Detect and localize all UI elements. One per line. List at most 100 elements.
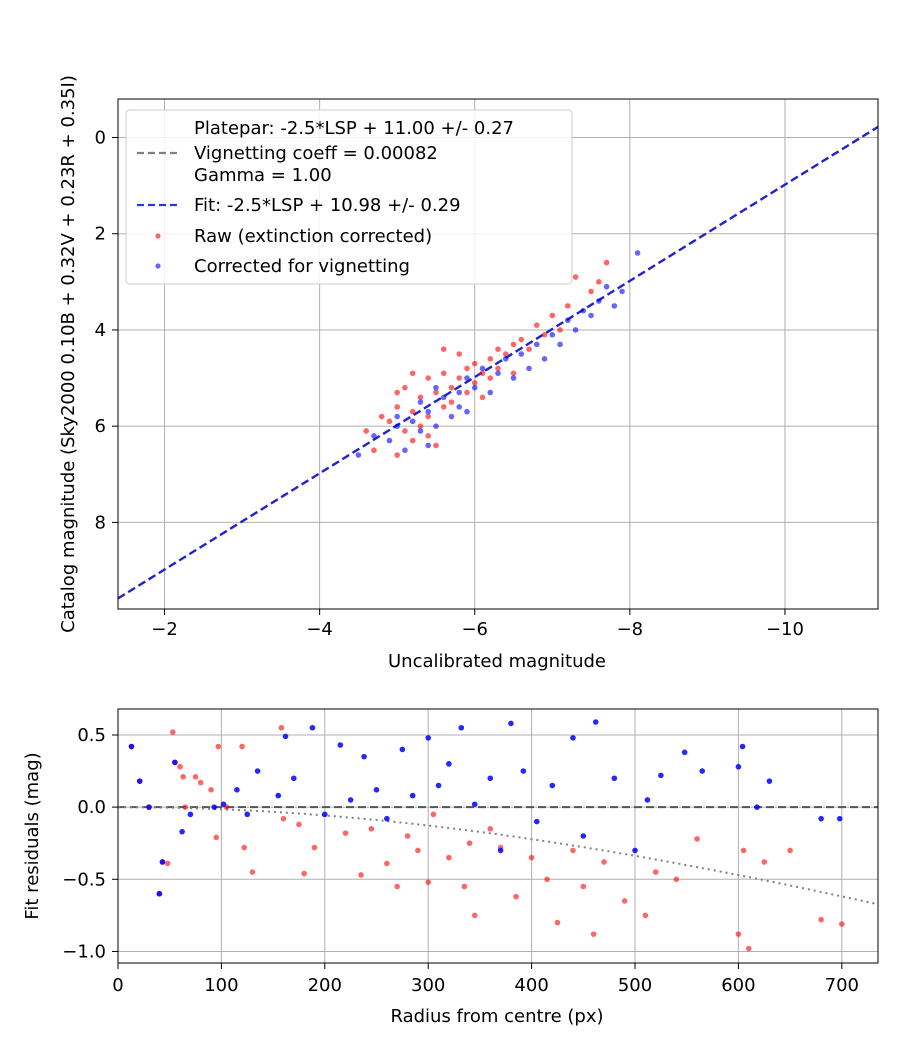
bottom-corrected-point [644, 797, 651, 803]
top-corrected-point [479, 365, 486, 372]
bottom-raw-point [249, 869, 256, 875]
bottom-corrected-point [471, 801, 478, 808]
legend-raw-swatch [155, 233, 161, 239]
bottom-raw-point [601, 859, 607, 865]
bottom-x-tick-label: 600 [721, 975, 755, 996]
bottom-raw-point [745, 945, 752, 952]
top-raw-point [394, 404, 400, 410]
top-corrected-point [371, 432, 377, 439]
top-y-tick-label: 8 [95, 512, 106, 533]
bottom-raw-point [197, 779, 204, 786]
bottom-corrected-point [520, 768, 527, 774]
top-corrected-point [433, 423, 439, 429]
legend-platepar-line2: Vignetting coeff = 0.00082 [194, 143, 438, 164]
bottom-reference-lines [118, 806, 879, 906]
top-corrected-point [495, 370, 501, 377]
top-corrected-point [464, 408, 470, 415]
bottom-corrected-point [244, 811, 251, 818]
bottom-raw-point [215, 743, 222, 750]
legend-platepar-line1: Platepar: -2.5*LSP + 11.00 +/- 0.27 [194, 118, 514, 139]
top-fit-line-group [117, 125, 879, 600]
bottom-raw-point [280, 815, 287, 822]
bottom-corrected-point [836, 815, 843, 822]
bottom-corrected-point [549, 782, 556, 789]
top-corrected-point [619, 288, 625, 295]
top-raw-point [433, 442, 439, 449]
top-corrected-point [487, 389, 494, 396]
bottom-corrected-point [234, 787, 240, 793]
bottom-corrected-point [611, 775, 618, 782]
bottom-x-tick-label: 500 [618, 975, 652, 996]
bottom-corrected-point [458, 724, 465, 731]
bottom-x-tick-label: 400 [514, 975, 548, 996]
top-corrected-point [611, 303, 618, 309]
top-corrected-point [596, 298, 602, 304]
top-raw-point [425, 432, 432, 439]
bottom-raw-point [358, 872, 364, 878]
top-y-tick-label: 6 [95, 416, 106, 437]
legend-corrected-label: Corrected for vignetting [194, 256, 410, 277]
top-raw-point [409, 408, 416, 415]
top-raw-point [456, 351, 463, 357]
top-x-tick-label: −10 [766, 619, 804, 640]
top-x-ticks: −2 −4 −6 −8 −10 [151, 609, 804, 640]
bottom-raw-point [296, 821, 302, 828]
bottom-plot-frame [117, 708, 879, 964]
bottom-raw-point [839, 921, 845, 927]
bottom-raw-point [461, 883, 468, 890]
bottom-raw-point [404, 833, 411, 839]
top-raw-point [417, 423, 424, 429]
bottom-raw-point [182, 804, 189, 810]
bottom-corrected-point [172, 759, 178, 766]
bottom-raw-point [471, 912, 478, 919]
top-y-axis-label: Catalog magnitude (Sky2000 0.10B + 0.32V… [58, 75, 79, 633]
bottom-corrected-point [580, 833, 587, 839]
bottom-raw-point [761, 859, 768, 865]
top-raw-point [564, 303, 571, 309]
top-corrected-point [456, 389, 463, 396]
bottom-raw-point [180, 774, 186, 780]
top-corrected-point [425, 442, 432, 449]
bottom-raw-point [208, 787, 214, 793]
bottom-x-tick-label: 0 [112, 975, 123, 996]
bottom-y-tick-label: 0.0 [77, 797, 106, 818]
bottom-raw-point [213, 834, 220, 841]
bottom-raw-point [694, 836, 700, 842]
bottom-corrected-point [290, 775, 297, 782]
top-corrected-point [564, 317, 571, 324]
bottom-corrected-point [632, 847, 638, 854]
bottom-raw-point [384, 860, 390, 867]
bottom-raw-point [642, 912, 649, 919]
top-raw-point [487, 375, 494, 381]
top-x-tick-label: −4 [306, 619, 333, 640]
bottom-x-tick-label: 100 [204, 975, 238, 996]
top-raw-point [495, 365, 501, 372]
top-raw-point [402, 428, 408, 434]
top-corrected-point [541, 356, 548, 362]
bottom-corrected-point [309, 724, 316, 731]
bottom-x-axis-label: Radius from centre (px) [390, 1006, 603, 1027]
top-legend: Platepar: -2.5*LSP + 11.00 +/- 0.27 Vign… [125, 109, 573, 285]
bottom-raw-point [394, 883, 400, 890]
bottom-corrected-point [739, 743, 746, 750]
bottom-raw-point [590, 931, 597, 937]
bottom-corrected-point [159, 859, 166, 865]
bottom-corrected-point [384, 815, 390, 822]
top-raw-point [448, 399, 455, 405]
top-raw-point [456, 375, 463, 381]
bottom-corrected-point [211, 804, 217, 810]
bottom-raw-point [239, 743, 245, 750]
bottom-x-tick-label: 700 [825, 975, 859, 996]
top-corrected-point [464, 375, 470, 381]
top-raw-point [479, 370, 486, 377]
top-raw-point [440, 404, 447, 410]
top-raw-point [409, 437, 416, 444]
top-raw-point [363, 428, 369, 434]
top-y-ticks: 0 2 4 6 8 [95, 127, 118, 533]
top-raw-point [409, 370, 416, 377]
top-y-tick-label: 4 [95, 320, 106, 341]
bottom-corrected-point [409, 792, 416, 799]
bottom-corrected-point [399, 746, 406, 753]
top-fit-line [117, 125, 879, 600]
